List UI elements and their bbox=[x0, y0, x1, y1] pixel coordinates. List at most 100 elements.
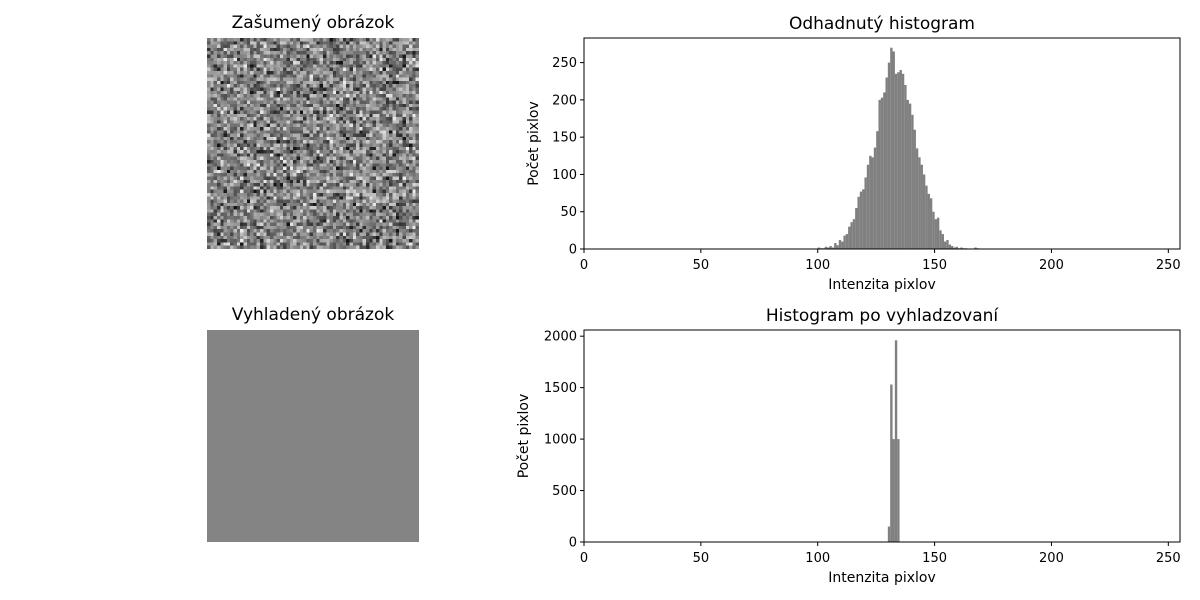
noise-pixel bbox=[279, 202, 284, 207]
noise-pixel bbox=[385, 130, 390, 135]
noise-pixel bbox=[273, 97, 278, 102]
noise-pixel bbox=[382, 113, 387, 118]
noise-pixel bbox=[372, 100, 377, 105]
noise-pixel bbox=[329, 44, 334, 49]
noise-pixel bbox=[405, 150, 410, 154]
noise-pixel bbox=[233, 192, 238, 197]
noise-pixel bbox=[336, 38, 341, 42]
noise-pixel bbox=[250, 94, 254, 98]
noise-pixel bbox=[316, 219, 321, 224]
noise-pixel bbox=[210, 202, 215, 207]
noise-pixel bbox=[233, 196, 238, 201]
noise-pixel bbox=[240, 133, 245, 138]
noise-pixel bbox=[269, 130, 274, 135]
noise-pixel bbox=[276, 222, 281, 227]
noise-pixel bbox=[250, 150, 254, 154]
noise-pixel bbox=[293, 97, 298, 102]
histogram-bar bbox=[873, 147, 877, 249]
noise-pixel bbox=[369, 143, 374, 148]
noise-pixel bbox=[395, 166, 400, 171]
noise-pixel bbox=[279, 179, 284, 184]
noise-pixel bbox=[412, 163, 417, 168]
noise-pixel bbox=[346, 163, 351, 168]
noise-pixel bbox=[385, 97, 390, 102]
noise-pixel bbox=[216, 64, 221, 69]
noise-pixel bbox=[273, 143, 278, 148]
noise-pixel bbox=[402, 84, 407, 89]
noise-pixel bbox=[210, 196, 215, 201]
noise-pixel bbox=[207, 150, 211, 154]
noise-pixel bbox=[379, 153, 384, 158]
histogram-bar bbox=[906, 99, 909, 249]
noise-pixel bbox=[346, 133, 351, 138]
noise-pixel bbox=[362, 41, 367, 46]
noise-pixel bbox=[346, 189, 351, 194]
noise-pixel bbox=[356, 159, 360, 164]
noise-pixel bbox=[395, 87, 400, 92]
noise-pixel bbox=[379, 225, 384, 230]
noise-pixel bbox=[276, 130, 281, 135]
noise-pixel bbox=[369, 156, 374, 161]
noise-pixel bbox=[236, 41, 241, 46]
noise-pixel bbox=[233, 199, 238, 204]
noise-pixel bbox=[382, 136, 387, 141]
noise-pixel bbox=[296, 150, 301, 154]
x-tick-label: 200 bbox=[1039, 258, 1064, 273]
noise-pixel bbox=[273, 70, 278, 75]
noise-pixel bbox=[309, 61, 314, 65]
noise-pixel bbox=[412, 196, 417, 201]
noise-pixel bbox=[299, 97, 304, 102]
noise-pixel bbox=[313, 57, 317, 62]
noise-pixel bbox=[246, 80, 251, 85]
noise-pixel bbox=[309, 70, 314, 75]
noise-pixel bbox=[279, 38, 284, 42]
noise-pixel bbox=[223, 47, 228, 52]
noise-pixel bbox=[382, 159, 387, 164]
histogram-bar bbox=[946, 240, 949, 249]
noise-pixel bbox=[389, 54, 394, 59]
noise-pixel bbox=[326, 64, 331, 69]
noise-pixel bbox=[269, 61, 274, 65]
noise-pixel bbox=[279, 113, 284, 118]
noise-pixel bbox=[336, 64, 341, 69]
noise-pixel bbox=[409, 94, 413, 98]
noise-pixel bbox=[306, 179, 311, 184]
noise-pixel bbox=[336, 140, 341, 145]
noise-pixel bbox=[362, 94, 367, 98]
noise-pixel bbox=[207, 212, 211, 217]
noise-pixel bbox=[266, 120, 271, 125]
noise-pixel bbox=[412, 166, 417, 171]
noise-pixel bbox=[266, 173, 271, 178]
noise-pixel bbox=[382, 202, 387, 207]
noise-pixel bbox=[349, 77, 354, 82]
noise-pixel bbox=[296, 64, 301, 69]
noise-pixel bbox=[210, 54, 215, 59]
noise-pixel bbox=[346, 206, 351, 211]
noise-pixel bbox=[263, 103, 268, 108]
histogram-bar bbox=[845, 234, 849, 249]
noise-pixel bbox=[359, 130, 364, 135]
noise-pixel bbox=[289, 206, 294, 211]
noise-pixel bbox=[412, 140, 417, 145]
noise-pixel bbox=[220, 153, 225, 158]
noise-pixel bbox=[402, 127, 407, 131]
noise-pixel bbox=[409, 225, 413, 230]
noise-pixel bbox=[207, 97, 211, 102]
histogram-bar bbox=[841, 241, 844, 249]
noise-pixel bbox=[299, 47, 304, 52]
noise-pixel bbox=[253, 179, 258, 184]
noise-pixel bbox=[309, 196, 314, 201]
noise-pixel bbox=[366, 186, 370, 191]
noise-pixel bbox=[369, 103, 374, 108]
noise-pixel bbox=[319, 94, 324, 98]
noise-pixel bbox=[233, 169, 238, 174]
noise-pixel bbox=[346, 159, 351, 164]
noise-pixel bbox=[379, 103, 384, 108]
noise-pixel bbox=[352, 133, 357, 138]
noise-pixel bbox=[392, 159, 397, 164]
histogram-bar bbox=[890, 384, 893, 542]
noise-pixel bbox=[283, 183, 288, 187]
noise-pixel bbox=[313, 150, 317, 154]
noise-pixel bbox=[263, 186, 268, 191]
noise-pixel bbox=[260, 87, 264, 92]
